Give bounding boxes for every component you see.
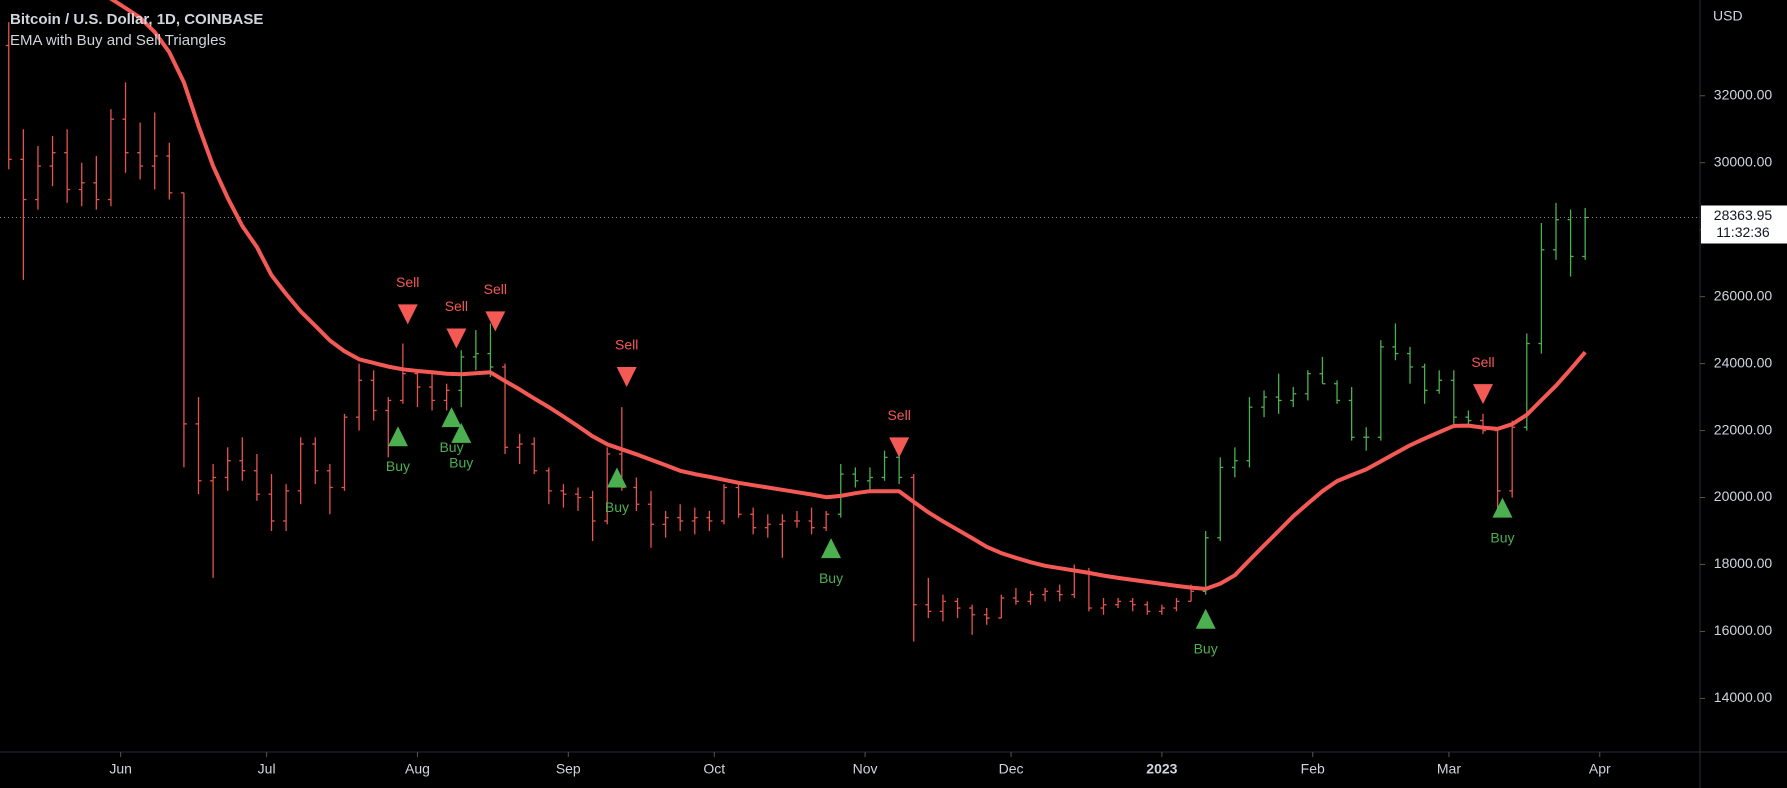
x-tick-label: Aug — [405, 761, 430, 777]
buy-marker — [606, 467, 627, 488]
buy-marker — [821, 538, 842, 559]
y-tick-label: 30000.00 — [1714, 153, 1773, 169]
signal-label: Buy — [449, 455, 473, 471]
y-tick-label: 20000.00 — [1714, 488, 1773, 504]
signal-label: Sell — [396, 274, 419, 290]
sell-marker — [889, 437, 910, 458]
signal-label: Sell — [484, 281, 507, 297]
sell-marker — [1472, 384, 1493, 405]
x-tick-label: 2023 — [1146, 761, 1177, 777]
sell-marker — [616, 367, 637, 388]
x-tick-label: Sep — [556, 761, 581, 777]
buy-marker — [1195, 608, 1216, 629]
x-tick-label: Nov — [853, 761, 878, 777]
signal-label: Buy — [1194, 640, 1218, 656]
y-tick-label: 26000.00 — [1714, 287, 1773, 303]
last-price-box — [1701, 205, 1787, 244]
sell-marker — [485, 311, 506, 332]
signal-label: Sell — [615, 337, 638, 353]
x-tick-label: Dec — [999, 761, 1024, 777]
buy-marker — [1492, 497, 1513, 518]
buy-marker — [387, 426, 408, 447]
signal-label: Sell — [887, 407, 910, 423]
chart-title: Bitcoin / U.S. Dollar, 1D, COINBASE — [10, 11, 263, 28]
x-tick-label: Feb — [1301, 761, 1325, 777]
y-tick-label: 22000.00 — [1714, 421, 1773, 437]
signal-label: Buy — [819, 570, 843, 586]
y-tick-label: 18000.00 — [1714, 555, 1773, 571]
overlay: 14000.00 16000.00 18000.00 20000.00 22000.00… — [109, 86, 1787, 777]
sell-marker — [397, 304, 418, 325]
x-tick-label: Jul — [258, 761, 276, 777]
signal-label: Buy — [605, 499, 629, 515]
last-price-label: 28363.95 — [1714, 207, 1773, 223]
signal-label: Buy — [1490, 529, 1514, 545]
x-tick-label: Mar — [1437, 761, 1461, 777]
y-tick-label: 24000.00 — [1714, 354, 1773, 370]
buy-marker — [451, 422, 472, 443]
signal-label: Buy — [386, 458, 410, 474]
countdown-label: 11:32:36 — [1716, 224, 1770, 240]
plot-area: Sell Sell Sell Sell Sell Sell Buy Buy Buy Buy Buy B… — [0, 0, 1700, 656]
x-tick-label: Apr — [1589, 761, 1611, 777]
signal-label: Sell — [445, 298, 468, 314]
y-axis-label: USD — [1713, 8, 1743, 24]
y-tick-label: 16000.00 — [1714, 622, 1773, 638]
x-tick-label: Oct — [703, 761, 725, 777]
ema-line — [108, 0, 1587, 591]
buy-marker — [441, 407, 462, 428]
y-tick-label: 14000.00 — [1714, 689, 1773, 705]
sell-marker — [446, 328, 467, 349]
x-tick-label: Jun — [109, 761, 132, 777]
y-tick-label: 32000.00 — [1714, 86, 1773, 102]
signal-label: Sell — [1471, 354, 1494, 370]
chart-subtitle: EMA with Buy and Sell Triangles — [10, 32, 226, 49]
